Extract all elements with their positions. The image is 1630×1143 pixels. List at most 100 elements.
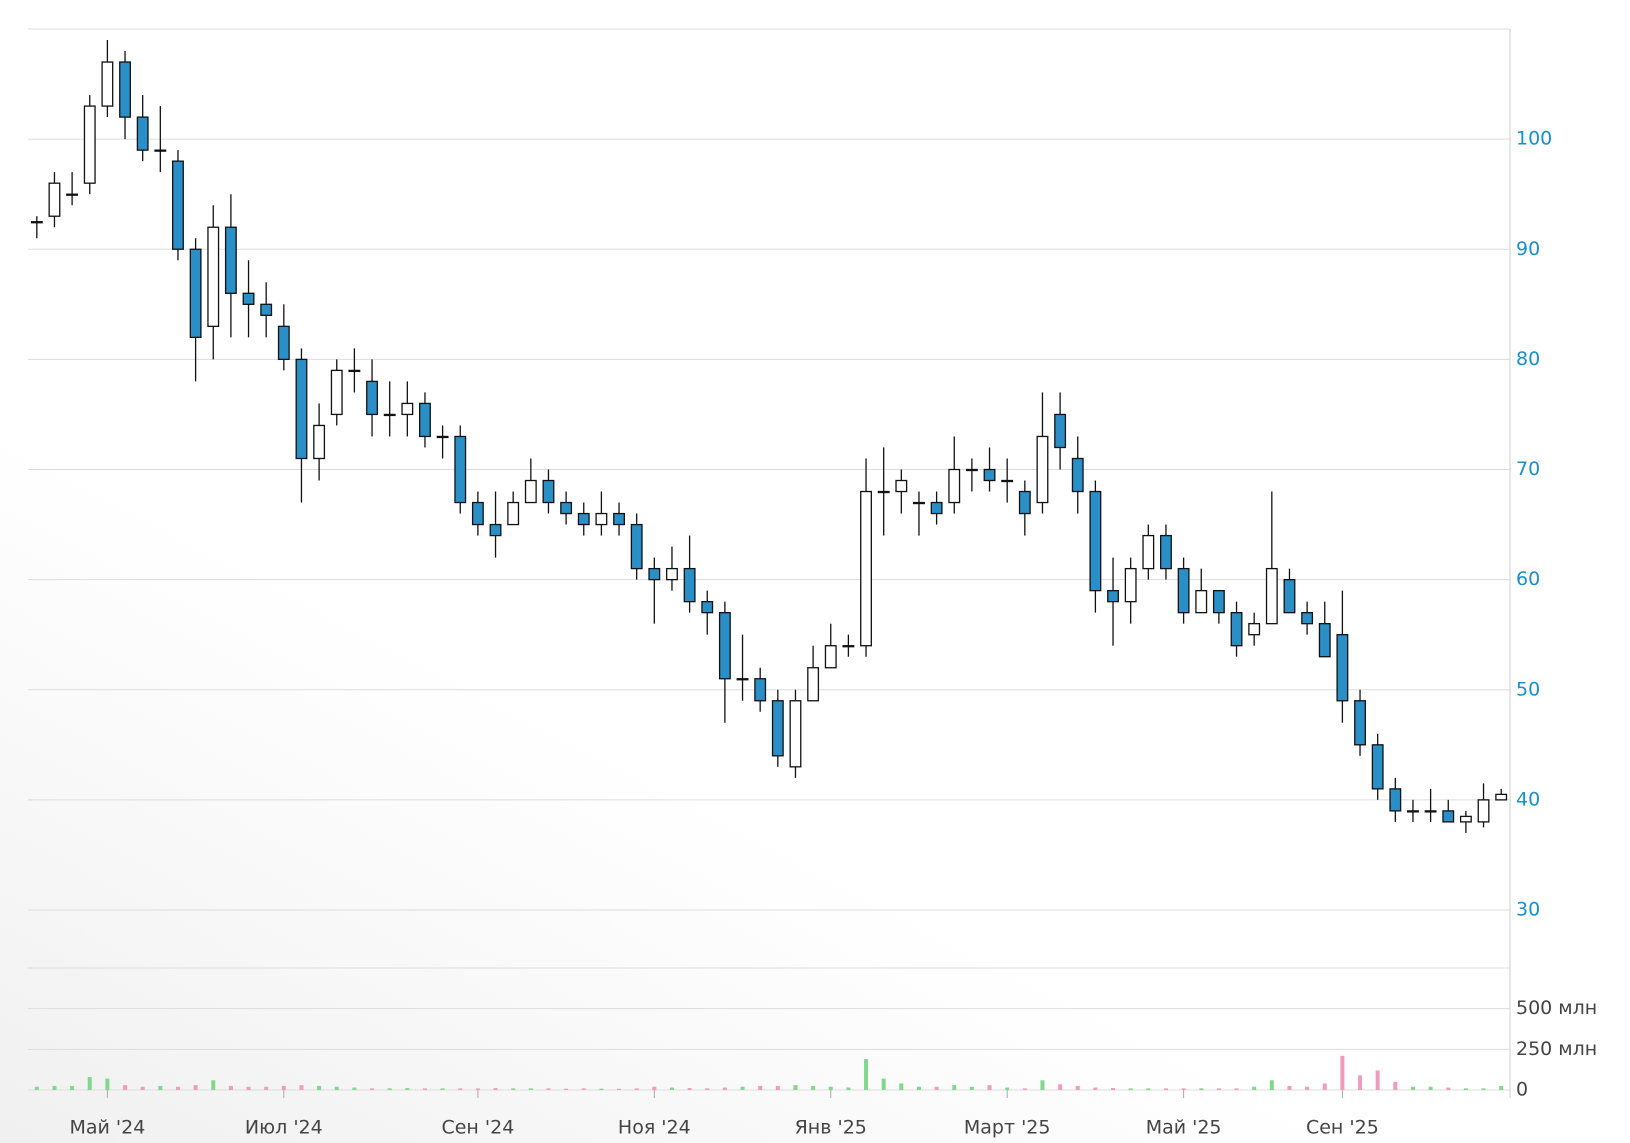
candle-body [83,105,96,184]
x-tick-label: Май '25 [1146,1117,1222,1139]
candle-body [754,678,767,702]
y-tick-label: 40 [1516,788,1540,810]
candle-body [1001,479,1014,483]
candle-body [965,468,978,472]
x-tick-label: Сен '24 [441,1117,514,1139]
candle-body [630,523,643,570]
candle-body [1265,567,1278,625]
volume-bar [634,1088,639,1090]
candle-body [683,567,696,603]
candle-body [771,700,784,757]
volume-bar [281,1085,286,1090]
candle-body [1336,634,1349,702]
candle-body [436,435,449,439]
candle-body [366,380,378,416]
volume-bar [528,1088,533,1090]
candle-body [295,358,308,460]
x-tick-label: Июл '24 [245,1117,323,1139]
candle-body [1089,490,1102,592]
volume-bar [969,1086,974,1090]
volume-bar [1216,1088,1221,1090]
candle-body [48,182,61,217]
volume-bar [317,1085,322,1090]
y-tick-label: 90 [1516,238,1540,260]
candle-body [560,501,573,515]
x-tick-label: Янв '25 [795,1117,867,1139]
volume-tick-label: 500 млн [1516,997,1597,1019]
candle-body [913,501,925,505]
volume-bar [916,1086,921,1090]
candle-body [172,160,184,250]
volume-bar [1446,1087,1451,1090]
y-tick-label: 50 [1516,678,1540,700]
volume-bar [793,1085,798,1090]
candle-body [1459,815,1472,823]
volume-bar [1410,1086,1415,1090]
candle-body [348,369,361,373]
volume-bar [1199,1088,1204,1090]
candle-body [736,678,749,681]
candle-body [877,490,890,494]
candle-body [1283,578,1296,614]
volume-bar [422,1088,427,1090]
volume-bar [440,1088,445,1090]
candle-body [471,501,484,526]
candle-body [1371,744,1384,790]
candle-body [1442,810,1455,823]
candle-body [1389,788,1402,812]
volume-bar [1269,1080,1274,1090]
volume-tick-label: 250 млн [1516,1038,1597,1060]
volume-bar [669,1087,674,1090]
volume-bar [1358,1075,1363,1090]
volume-bar [493,1088,498,1090]
candle-body [224,226,237,294]
volume-bar [1375,1070,1380,1090]
candle-body [101,61,114,107]
x-tick-label: Ноя '24 [618,1117,691,1139]
volume-bar [687,1088,692,1090]
volume-tick-label: 0 [1516,1079,1528,1101]
candle-body [595,512,608,526]
candle-body [1018,490,1031,515]
x-tick-label: Март '25 [964,1117,1051,1139]
candle-body [577,512,590,526]
candle-body [524,479,537,504]
candle-body [789,700,802,768]
volume-bar [722,1087,727,1090]
volume-bar [705,1088,710,1090]
candle-body [1107,589,1119,603]
volume-bar [546,1088,551,1090]
volume-bar [105,1078,110,1090]
volume-bar [775,1085,780,1090]
volume-bar [846,1087,851,1090]
volume-bar [617,1088,622,1090]
volume-bar [334,1086,339,1090]
volume-bar [899,1083,904,1090]
candle-body [648,567,661,581]
volume-bar [1463,1088,1468,1090]
volume-bar [934,1086,939,1090]
volume-bar [811,1085,816,1090]
volume-bar [881,1078,886,1090]
volume-bar [1022,1088,1027,1090]
volume-bar [158,1085,163,1090]
candle-body [1036,435,1049,504]
volume-bar [1058,1084,1063,1090]
volume-bar [193,1085,198,1090]
volume-bar [299,1085,304,1090]
y-tick-label: 100 [1516,128,1552,150]
volume-bar [405,1088,410,1090]
candle-body [1230,612,1243,647]
volume-bar [264,1086,269,1090]
volume-bar [1111,1088,1116,1090]
candle-body [983,468,996,482]
candle-body [1477,799,1490,823]
candle-body [1354,700,1366,746]
candle-body [1177,567,1190,614]
candle-body [419,402,431,438]
volume-bar [1252,1086,1257,1090]
candle-body [154,149,167,152]
volume-bar [1481,1088,1486,1090]
candle-body [207,226,220,327]
